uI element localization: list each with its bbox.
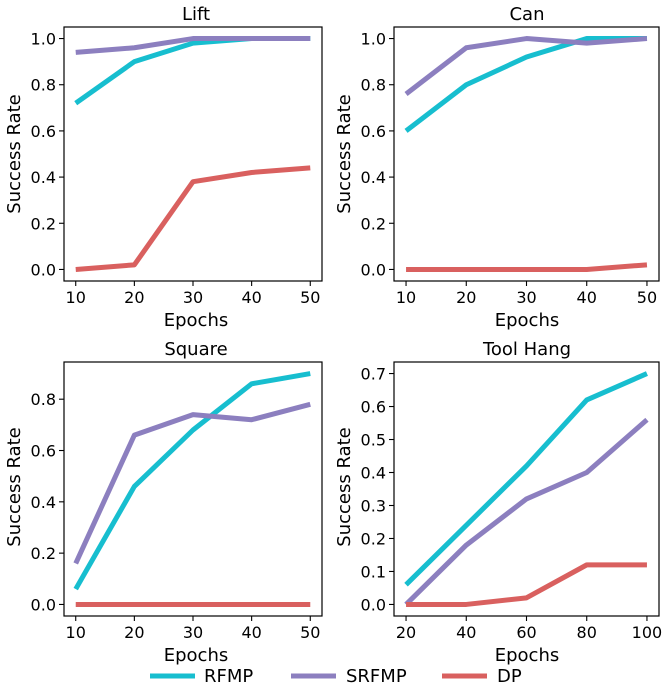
plot-frame xyxy=(393,26,660,282)
y-tick-label: 0.4 xyxy=(31,493,56,512)
legend: RFMP SRFMP DP xyxy=(150,666,522,687)
x-tick-label: 30 xyxy=(183,623,203,642)
y-tick-label: 0.8 xyxy=(31,390,56,409)
series-line-dp xyxy=(75,165,311,272)
series-line-srfmp xyxy=(404,417,649,607)
y-tick-label: 0.3 xyxy=(361,496,386,515)
y-tick-label: 0.0 xyxy=(31,260,56,279)
x-tick-label: 100 xyxy=(632,623,663,642)
y-tick-label: 1.0 xyxy=(31,30,56,49)
legend-label-dp: DP xyxy=(497,666,522,687)
x-axis-label: Epochs xyxy=(495,310,560,331)
x-tick-label: 20 xyxy=(124,288,144,307)
panel-can: Can Epochs Success Rate 10 20 30 40 50 0.0 0.2… xyxy=(334,4,660,331)
y-axis-label: Success Rate xyxy=(4,427,25,546)
plot-area: 10 20 30 40 50 0.0 0.2 0.4 0.6 0.8 1.0 xyxy=(361,26,660,307)
panel-title: Square xyxy=(164,339,227,360)
y-tick-label: 0.2 xyxy=(31,214,56,233)
series-line-rfmp xyxy=(73,371,311,591)
series-line-srfmp xyxy=(73,401,311,565)
series-line-srfmp xyxy=(404,36,648,96)
y-tick-label: 0.4 xyxy=(31,168,56,187)
x-tick-label: 50 xyxy=(637,288,657,307)
x-tick-label: 20 xyxy=(124,623,144,642)
panel-title: Tool Hang xyxy=(482,339,571,360)
series-line-dp xyxy=(406,262,648,272)
y-tick-label: 0.0 xyxy=(361,595,386,614)
x-tick-label: 40 xyxy=(241,288,261,307)
x-axis-label: Epochs xyxy=(495,645,560,666)
x-tick-label: 50 xyxy=(300,288,320,307)
y-tick-label: 0.1 xyxy=(361,562,386,581)
legend-label-rfmp: RFMP xyxy=(204,666,253,687)
y-tick-label: 0.2 xyxy=(361,529,386,548)
x-tick-label: 40 xyxy=(577,288,597,307)
y-tick-label: 0.6 xyxy=(361,122,386,141)
plot-area: 10 20 30 40 50 0.0 0.2 0.4 0.6 0.8 xyxy=(31,361,323,642)
x-tick-label: 10 xyxy=(66,623,86,642)
x-tick-label: 40 xyxy=(241,623,261,642)
y-tick-label: 0.6 xyxy=(361,398,386,417)
x-tick-label: 40 xyxy=(456,623,476,642)
panel-tool-hang: Tool Hang Epochs Success Rate 20 40 60 80 10… xyxy=(334,339,662,666)
plot-frame xyxy=(63,361,323,617)
y-axis-label: Success Rate xyxy=(4,94,25,213)
panel-title: Lift xyxy=(182,4,210,25)
plot-area: 10 20 30 40 50 0.0 0.2 0.4 0.6 0.8 1.0 xyxy=(31,26,323,307)
panel-square: Square Epochs Success Rate 10 20 30 40 50 0.0… xyxy=(4,339,323,666)
x-tick-label: 30 xyxy=(516,288,536,307)
x-axis-label: Epochs xyxy=(164,645,229,666)
y-tick-label: 0.4 xyxy=(361,464,386,483)
plot-frame xyxy=(63,26,323,282)
x-tick-label: 20 xyxy=(396,623,416,642)
y-tick-label: 0.6 xyxy=(31,122,56,141)
x-tick-label: 60 xyxy=(516,623,536,642)
x-tick-label: 10 xyxy=(66,288,86,307)
x-tick-label: 30 xyxy=(183,288,203,307)
x-tick-label: 80 xyxy=(577,623,597,642)
series-line-dp xyxy=(406,562,647,607)
x-tick-label: 50 xyxy=(300,623,320,642)
y-axis-label: Success Rate xyxy=(334,94,355,213)
y-tick-label: 0.4 xyxy=(361,168,386,187)
y-tick-label: 0.7 xyxy=(361,365,386,384)
y-tick-label: 0.0 xyxy=(31,595,56,614)
y-tick-label: 0.0 xyxy=(361,260,386,279)
y-tick-label: 1.0 xyxy=(361,30,386,49)
y-tick-label: 0.5 xyxy=(361,431,386,450)
series-line-rfmp xyxy=(404,371,648,587)
series-line-rfmp xyxy=(404,36,647,133)
x-tick-label: 20 xyxy=(456,288,476,307)
y-tick-label: 0.6 xyxy=(31,442,56,461)
x-axis-label: Epochs xyxy=(164,310,229,331)
x-tick-label: 10 xyxy=(396,288,416,307)
series-line-srfmp xyxy=(75,36,311,55)
panel-lift: Lift Epochs Success Rate 10 20 30 40 50 0.0 0.… xyxy=(4,4,323,331)
y-tick-label: 0.8 xyxy=(31,76,56,95)
panel-title: Can xyxy=(509,4,544,25)
y-tick-label: 0.8 xyxy=(361,76,386,95)
plot-area: 20 40 60 80 100 0.0 0.1 0.2 0.3 0.4 0.5 0.6 0.7 xyxy=(361,361,663,642)
y-axis-label: Success Rate xyxy=(334,427,355,546)
y-tick-label: 0.2 xyxy=(31,544,56,563)
y-tick-label: 0.2 xyxy=(361,214,386,233)
legend-label-srfmp: SRFMP xyxy=(346,666,407,687)
